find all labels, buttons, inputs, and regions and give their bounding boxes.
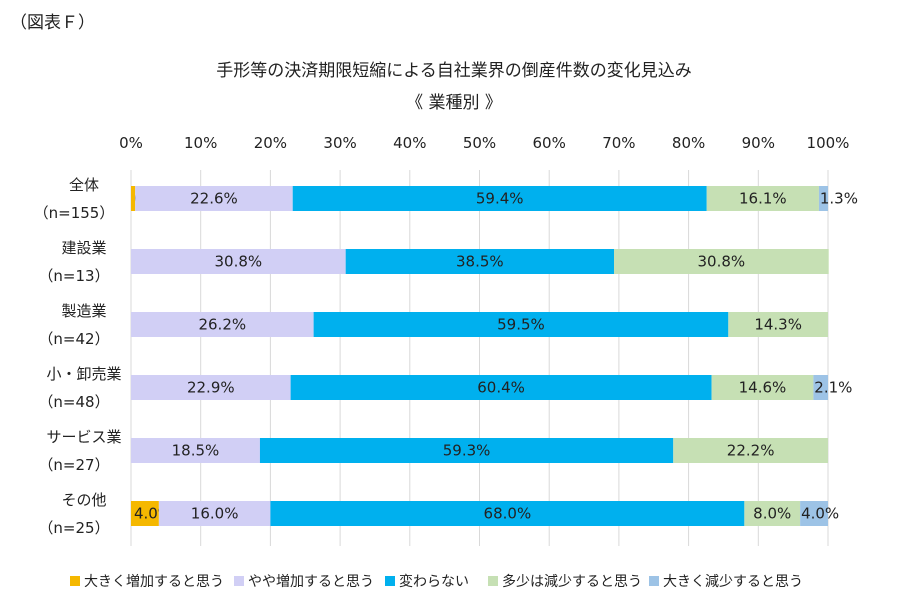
bar-segment xyxy=(744,501,801,526)
bar-segment xyxy=(818,186,828,211)
data-label: 14.3% xyxy=(754,316,802,334)
category-n-label: （n=48） xyxy=(38,393,109,411)
legend-swatch xyxy=(649,576,659,586)
data-label: 59.5% xyxy=(497,316,545,334)
bar-segment xyxy=(131,186,136,211)
data-label: 18.5% xyxy=(172,442,220,460)
legend-label: 大きく減少すると思う xyxy=(663,573,803,590)
data-label: 26.2% xyxy=(198,316,246,334)
data-label: 4.0% xyxy=(801,505,839,523)
bar-segment xyxy=(313,312,729,337)
bar-segment xyxy=(131,375,291,400)
bar-segment xyxy=(270,501,745,526)
bar-segment xyxy=(158,501,271,526)
x-tick-label: 40% xyxy=(393,134,426,152)
x-tick-label: 90% xyxy=(742,134,775,152)
bar-segment xyxy=(813,375,828,400)
legend-label: 多少は減少すると思う xyxy=(502,573,642,590)
x-tick-label: 10% xyxy=(184,134,217,152)
data-label: 22.2% xyxy=(727,442,775,460)
data-label: 2.1% xyxy=(814,379,852,397)
data-label: 8.0% xyxy=(753,505,791,523)
category-label: 建設業 xyxy=(61,239,106,257)
category-label: 小・卸売業 xyxy=(46,365,121,383)
legend-swatch xyxy=(234,576,244,586)
data-label: 38.5% xyxy=(456,253,504,271)
figure-label: （図表Ｆ） xyxy=(10,13,95,33)
bar-segment xyxy=(706,186,819,211)
gridlines xyxy=(130,170,829,546)
x-tick-label: 30% xyxy=(323,134,356,152)
legend-swatch xyxy=(385,576,395,586)
category-label: 全体 xyxy=(69,176,99,194)
x-tick-label: 60% xyxy=(533,134,566,152)
data-label: 16.1% xyxy=(739,190,787,208)
data-label: 14.6% xyxy=(739,379,787,397)
category-n-label: （n=42） xyxy=(38,330,109,348)
data-label: 22.6% xyxy=(190,190,238,208)
legend-swatch xyxy=(70,576,80,586)
category-n-label: （n=13） xyxy=(38,267,109,285)
data-label: 16.0% xyxy=(191,505,239,523)
category-label: その他 xyxy=(61,491,106,509)
bar-segment xyxy=(135,186,293,211)
x-tick-label: 20% xyxy=(254,134,287,152)
chart-title: 手形等の決済期限短縮による自社業界の倒産件数の変化見込み xyxy=(216,61,692,81)
data-label: 30.8% xyxy=(215,253,263,271)
data-label: 1.3% xyxy=(820,190,858,208)
bar-segment xyxy=(131,501,159,526)
data-label: 30.8% xyxy=(698,253,746,271)
bar-segment xyxy=(290,375,712,400)
legend-label: やや増加すると思う xyxy=(248,574,374,590)
legend-swatch xyxy=(488,576,498,586)
bar-segment xyxy=(673,438,828,463)
x-tick-label: 100% xyxy=(807,134,850,152)
category-n-label: （n=155） xyxy=(34,204,115,222)
x-tick-label: 0% xyxy=(119,134,143,152)
category-label: 製造業 xyxy=(61,302,106,320)
data-label: 22.9% xyxy=(187,379,235,397)
bar-segment xyxy=(728,312,828,337)
legend-label: 大きく増加すると思う xyxy=(84,574,224,590)
bar-segment xyxy=(131,438,260,463)
x-tick-label: 50% xyxy=(463,134,496,152)
category-label: サービス業 xyxy=(46,428,121,446)
bar-segment xyxy=(131,249,346,274)
bar-segment xyxy=(800,501,828,526)
category-n-label: （n=27） xyxy=(38,456,109,474)
legend-label: 変わらない xyxy=(399,573,469,590)
data-label: 59.3% xyxy=(443,442,491,460)
bar-segment xyxy=(711,375,814,400)
bar-segment xyxy=(614,249,829,274)
data-label: 60.4% xyxy=(477,379,525,397)
bar-segment xyxy=(131,312,314,337)
category-n-label: （n=25） xyxy=(38,519,109,537)
x-tick-label: 70% xyxy=(602,134,635,152)
x-tick-label: 80% xyxy=(672,134,705,152)
bar-segment xyxy=(292,186,707,211)
category-labels: 全体 （n=155） 建設業 （n=13） 製造業 （n=42） 小・卸売業 （n=48） サー… xyxy=(34,176,122,537)
chart-subtitle: 《 業種別 》 xyxy=(406,93,502,113)
legend: 大きく増加すると思う やや増加すると思う 変わらない 多少は減少すると思う 大きく減少す… xyxy=(70,573,803,590)
bar-segment xyxy=(345,249,615,274)
x-axis-ticks: 0% 10% 20% 30% 40% 50% 60% 70% 80% 90% 100% xyxy=(119,134,849,152)
data-label: 68.0% xyxy=(484,505,532,523)
data-label: 59.4% xyxy=(476,190,524,208)
bar-segment xyxy=(259,438,674,463)
bars: 0.6%22.6%59.4%16.1%1.3%30.8%38.5%30.8%26… xyxy=(131,186,858,526)
